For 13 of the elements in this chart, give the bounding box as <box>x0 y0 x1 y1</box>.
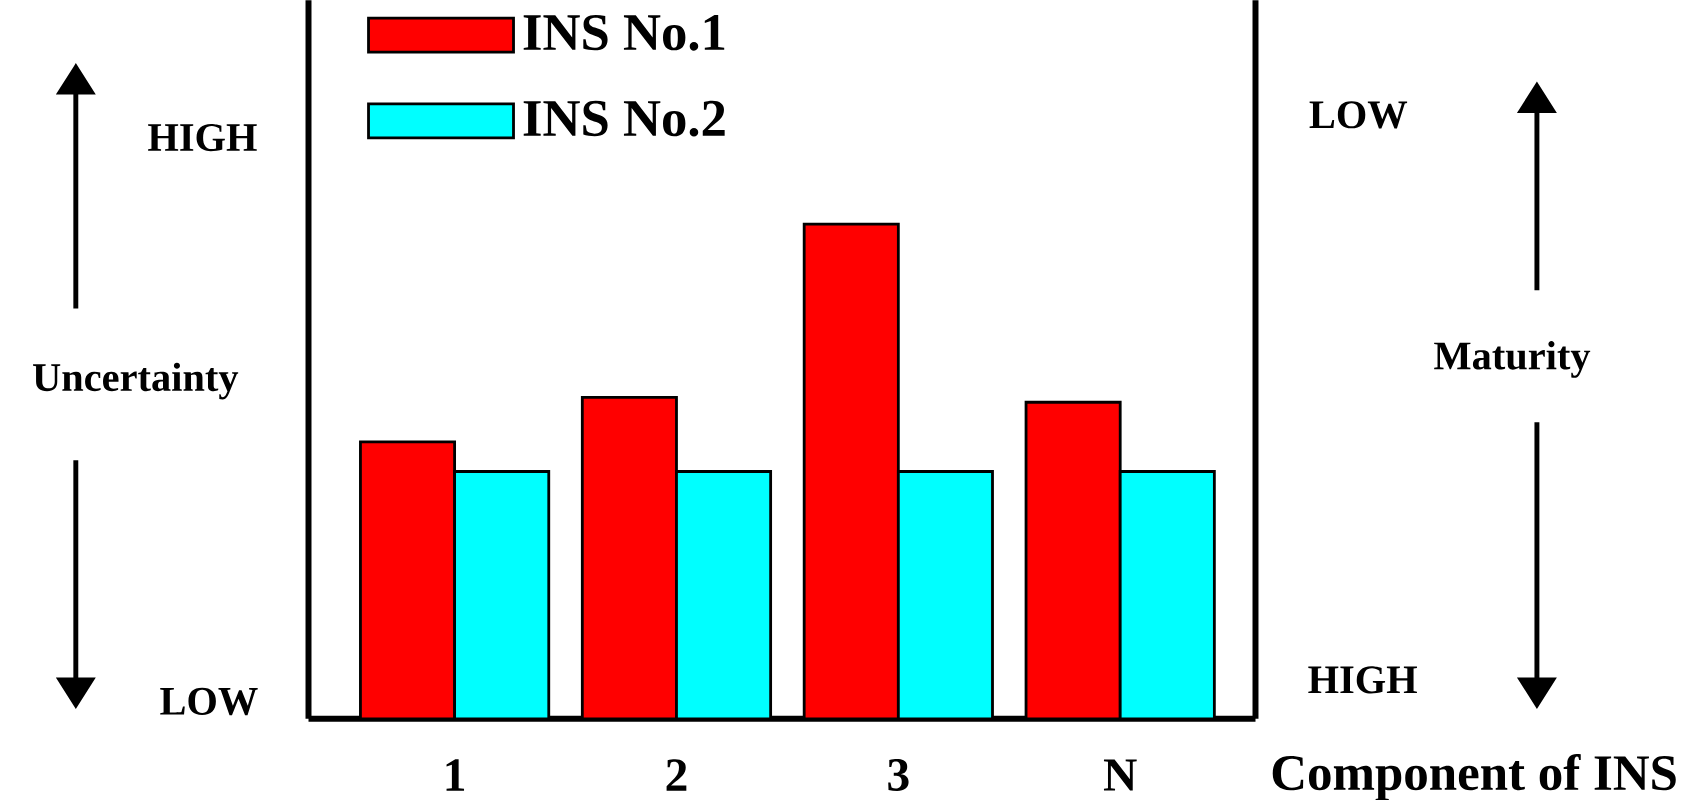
x-tick-label: 3 <box>888 759 909 791</box>
text: LOW <box>1309 101 1408 129</box>
x-tick-label: 1 <box>446 759 465 791</box>
text: HIGH <box>1308 666 1417 694</box>
text: Maturity <box>1434 341 1591 378</box>
text: LOW <box>160 687 258 716</box>
y-axis-title: Uncertainty <box>33 362 239 400</box>
legend-label: INS No.2 <box>523 100 725 137</box>
x-tick-label: 2 <box>666 759 687 791</box>
legend-label: INS No.1 <box>523 14 725 51</box>
x-tick-label: N <box>1103 759 1137 791</box>
text: Component of INS <box>1272 753 1676 800</box>
text: HIGH <box>148 124 257 152</box>
